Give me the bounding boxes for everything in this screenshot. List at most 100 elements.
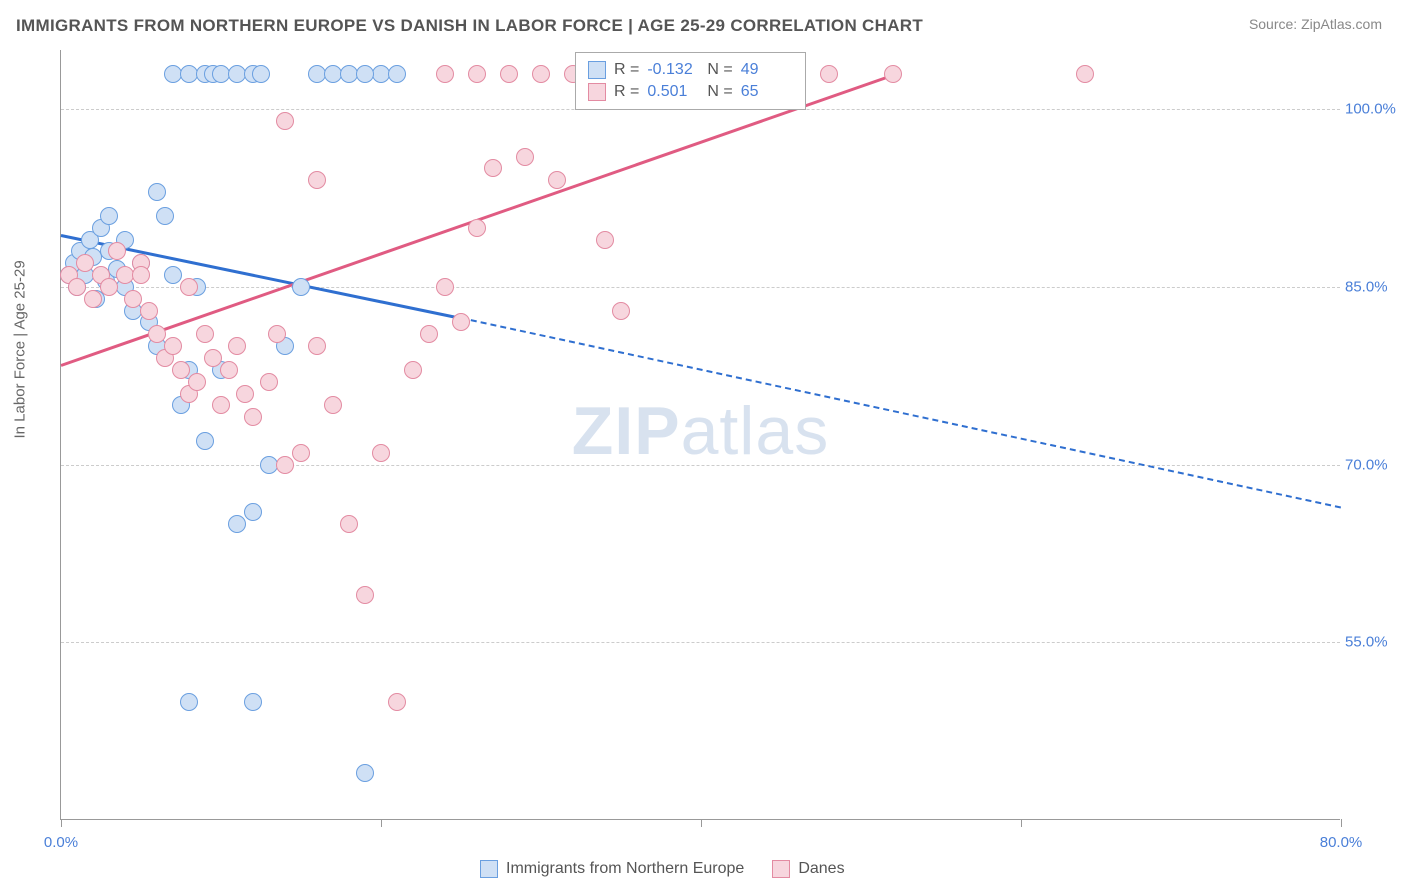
y-tick-label: 100.0% <box>1345 101 1400 118</box>
scatter-point <box>884 65 902 83</box>
scatter-point <box>612 302 630 320</box>
scatter-point <box>244 693 262 711</box>
legend-swatch-series1 <box>480 860 498 878</box>
legend-swatch-series2 <box>772 860 790 878</box>
scatter-point <box>356 65 374 83</box>
scatter-point <box>420 325 438 343</box>
scatter-point <box>180 278 198 296</box>
legend-swatch-series2 <box>588 83 606 101</box>
scatter-point <box>108 242 126 260</box>
scatter-point <box>140 302 158 320</box>
scatter-point <box>260 373 278 391</box>
scatter-point <box>388 65 406 83</box>
scatter-point <box>340 515 358 533</box>
scatter-point <box>156 207 174 225</box>
scatter-point <box>244 408 262 426</box>
chart-container: IMMIGRANTS FROM NORTHERN EUROPE VS DANIS… <box>0 0 1406 892</box>
watermark-rest: atlas <box>681 393 830 469</box>
scatter-point <box>228 515 246 533</box>
scatter-point <box>468 65 486 83</box>
y-tick-label: 55.0% <box>1345 634 1400 651</box>
scatter-point <box>244 503 262 521</box>
scatter-point <box>516 148 534 166</box>
scatter-point <box>532 65 550 83</box>
scatter-point <box>276 112 294 130</box>
legend-item-series1: Immigrants from Northern Europe <box>480 860 744 878</box>
scatter-point <box>268 325 286 343</box>
gridline-h <box>61 642 1340 643</box>
scatter-point <box>388 693 406 711</box>
scatter-point <box>436 278 454 296</box>
scatter-point <box>500 65 518 83</box>
scatter-point <box>180 693 198 711</box>
n-label: N = <box>707 61 732 79</box>
x-tick-label: 80.0% <box>1320 834 1363 851</box>
scatter-point <box>252 65 270 83</box>
scatter-point <box>820 65 838 83</box>
legend-label-series1: Immigrants from Northern Europe <box>506 860 744 878</box>
x-tick <box>1341 819 1342 827</box>
scatter-point <box>404 361 422 379</box>
scatter-point <box>324 396 342 414</box>
scatter-point <box>236 385 254 403</box>
legend-item-series2: Danes <box>772 860 844 878</box>
scatter-point <box>76 254 94 272</box>
scatter-point <box>132 266 150 284</box>
scatter-point <box>84 290 102 308</box>
scatter-point <box>548 171 566 189</box>
legend-row-series2: R = 0.501 N = 65 <box>588 81 793 103</box>
scatter-point <box>148 183 166 201</box>
scatter-point <box>124 290 142 308</box>
scatter-point <box>484 159 502 177</box>
scatter-point <box>172 361 190 379</box>
scatter-point <box>356 764 374 782</box>
r-value-series2: 0.501 <box>647 83 699 101</box>
scatter-point <box>100 207 118 225</box>
scatter-point <box>308 171 326 189</box>
scatter-point <box>196 432 214 450</box>
trend-line-dashed <box>461 317 1341 508</box>
n-value-series1: 49 <box>741 61 793 79</box>
x-tick <box>381 819 382 827</box>
source-attribution: Source: ZipAtlas.com <box>1249 16 1382 32</box>
legend-bottom: Immigrants from Northern Europe Danes <box>480 860 845 878</box>
scatter-point <box>212 396 230 414</box>
source-name: ZipAtlas.com <box>1301 16 1382 32</box>
r-label: R = <box>614 83 639 101</box>
scatter-point <box>292 444 310 462</box>
source-label: Source: <box>1249 16 1301 32</box>
scatter-point <box>204 349 222 367</box>
scatter-point <box>468 219 486 237</box>
y-tick-label: 85.0% <box>1345 278 1400 295</box>
legend-row-series1: R = -0.132 N = 49 <box>588 59 793 81</box>
scatter-point <box>68 278 86 296</box>
y-axis-title: In Labor Force | Age 25-29 <box>12 260 29 438</box>
scatter-point <box>228 337 246 355</box>
scatter-point <box>292 278 310 296</box>
scatter-point <box>100 278 118 296</box>
scatter-point <box>148 325 166 343</box>
n-label: N = <box>707 83 732 101</box>
scatter-point <box>220 361 238 379</box>
scatter-point <box>164 337 182 355</box>
scatter-point <box>372 444 390 462</box>
legend-swatch-series1 <box>588 61 606 79</box>
scatter-point <box>164 266 182 284</box>
scatter-point <box>356 586 374 604</box>
y-tick-label: 70.0% <box>1345 456 1400 473</box>
scatter-point <box>196 325 214 343</box>
x-tick-label: 0.0% <box>44 834 78 851</box>
x-tick <box>61 819 62 827</box>
scatter-point <box>436 65 454 83</box>
chart-title: IMMIGRANTS FROM NORTHERN EUROPE VS DANIS… <box>16 16 923 36</box>
scatter-point <box>452 313 470 331</box>
watermark-bold: ZIP <box>572 393 681 469</box>
r-value-series1: -0.132 <box>647 61 699 79</box>
x-tick <box>701 819 702 827</box>
scatter-point <box>1076 65 1094 83</box>
scatter-point <box>596 231 614 249</box>
gridline-h <box>61 287 1340 288</box>
scatter-point <box>276 456 294 474</box>
watermark: ZIPatlas <box>572 392 829 470</box>
scatter-point <box>308 337 326 355</box>
